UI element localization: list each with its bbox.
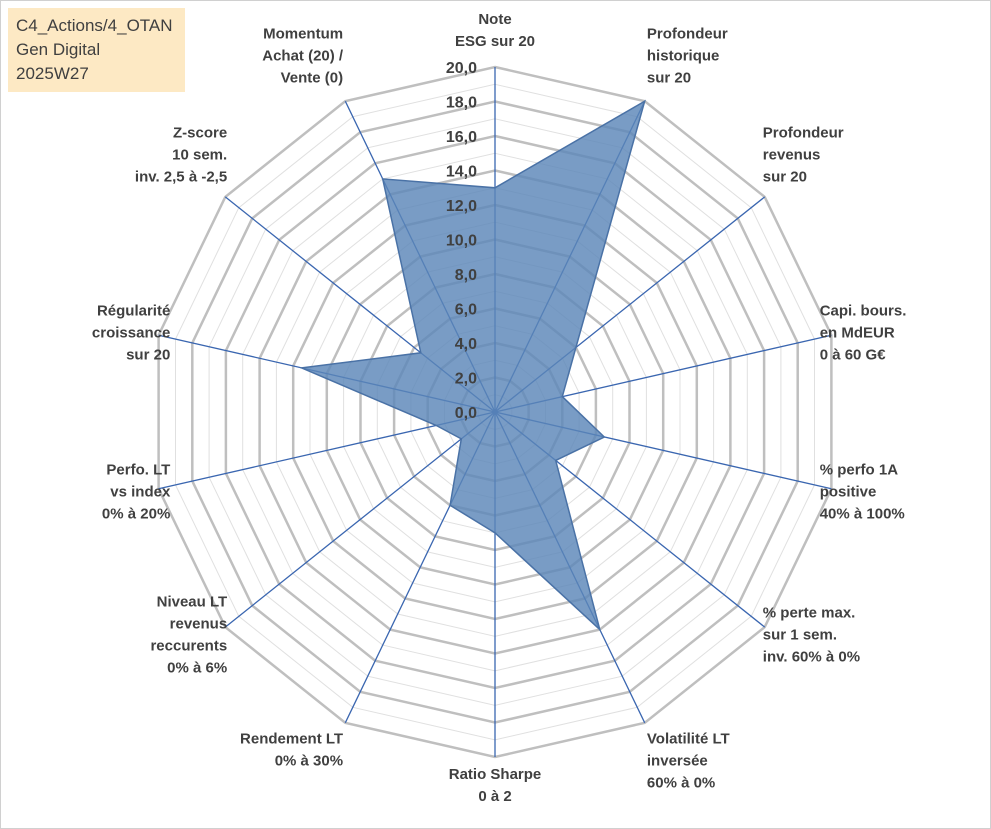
axis-label: reccurents <box>150 638 227 655</box>
series-area <box>298 99 646 632</box>
axis-label: Rendement LT <box>240 731 343 748</box>
axis-label: vs index <box>110 483 171 500</box>
info-box: C4_Actions/4_OTAN Gen Digital 2025W27 <box>8 8 185 92</box>
axis-label: Perfo. LT <box>106 461 170 478</box>
axis-label: 0% à 20% <box>102 505 170 522</box>
axis-label: 0 à 60 G€ <box>820 347 887 364</box>
axis-label: Profondeur <box>763 124 844 141</box>
info-line-company: Gen Digital <box>16 40 101 59</box>
axis-label: inversée <box>647 753 708 770</box>
axis-label: 10 sem. <box>172 146 227 163</box>
axis-label: % perte max. <box>763 605 856 622</box>
axis-label: revenus <box>763 146 821 163</box>
axis-label: Vente (0) <box>281 69 344 86</box>
tick-label: 8,0 <box>455 267 477 284</box>
axis-label: Profondeur <box>647 25 728 42</box>
axis-label: Capi. bours. <box>820 303 907 320</box>
series <box>298 99 646 632</box>
axis-label: Volatilité LT <box>647 731 730 748</box>
tick-label: 2,0 <box>455 371 477 388</box>
axis-label: Niveau LT <box>157 594 228 611</box>
axis-label: sur 20 <box>647 69 691 86</box>
axis-label: sur 1 sem. <box>763 627 837 644</box>
axis-label: inv. 2,5 à -2,5 <box>135 168 227 185</box>
axis-label: sur 20 <box>763 168 807 185</box>
tick-label: 20,0 <box>446 60 477 77</box>
axis-label: Note <box>478 11 511 28</box>
axis-labels: Note ESG sur 20 Profondeur historique sur 20… <box>92 11 906 805</box>
axis-label: Z-score <box>173 124 227 141</box>
axis-label: en MdEUR <box>820 325 895 342</box>
axis-label: inv. 60% à 0% <box>763 649 860 666</box>
tick-label: 16,0 <box>446 129 477 146</box>
axis-label: Régularité <box>97 303 170 320</box>
axis-label: % perfo 1A <box>820 461 899 478</box>
tick-label: 6,0 <box>455 302 477 319</box>
tick-labels: 0,0 2,0 4,0 6,0 8,0 10,0 12,0 14,0 16,0 18,0 20,0 <box>446 60 477 422</box>
axis-spoke <box>224 411 496 628</box>
tick-label: 0,0 <box>455 405 477 422</box>
axis-label: 60% à 0% <box>647 775 715 792</box>
axis-label: croissance <box>92 325 170 342</box>
axis-label: sur 20 <box>126 347 170 364</box>
axis-label: Ratio Sharpe <box>449 766 542 783</box>
tick-label: 10,0 <box>446 233 477 250</box>
axis-label: 0 à 2 <box>478 788 511 805</box>
axis-label: 0% à 30% <box>275 753 343 770</box>
info-line-strategy: C4_Actions/4_OTAN <box>16 16 173 35</box>
axis-label: Achat (20) / <box>262 47 344 64</box>
info-line-week: 2025W27 <box>16 64 89 83</box>
axis-label: 0% à 6% <box>167 660 227 677</box>
tick-label: 12,0 <box>446 198 477 215</box>
axis-label: positive <box>820 483 877 500</box>
tick-label: 14,0 <box>446 164 477 181</box>
axis-label: Momentum <box>263 25 343 42</box>
tick-label: 4,0 <box>455 336 477 353</box>
axis-label: revenus <box>170 616 228 633</box>
axis-label: 40% à 100% <box>820 505 905 522</box>
tick-label: 18,0 <box>446 95 477 112</box>
axis-label: ESG sur 20 <box>455 33 535 50</box>
axis-label: historique <box>647 47 720 64</box>
